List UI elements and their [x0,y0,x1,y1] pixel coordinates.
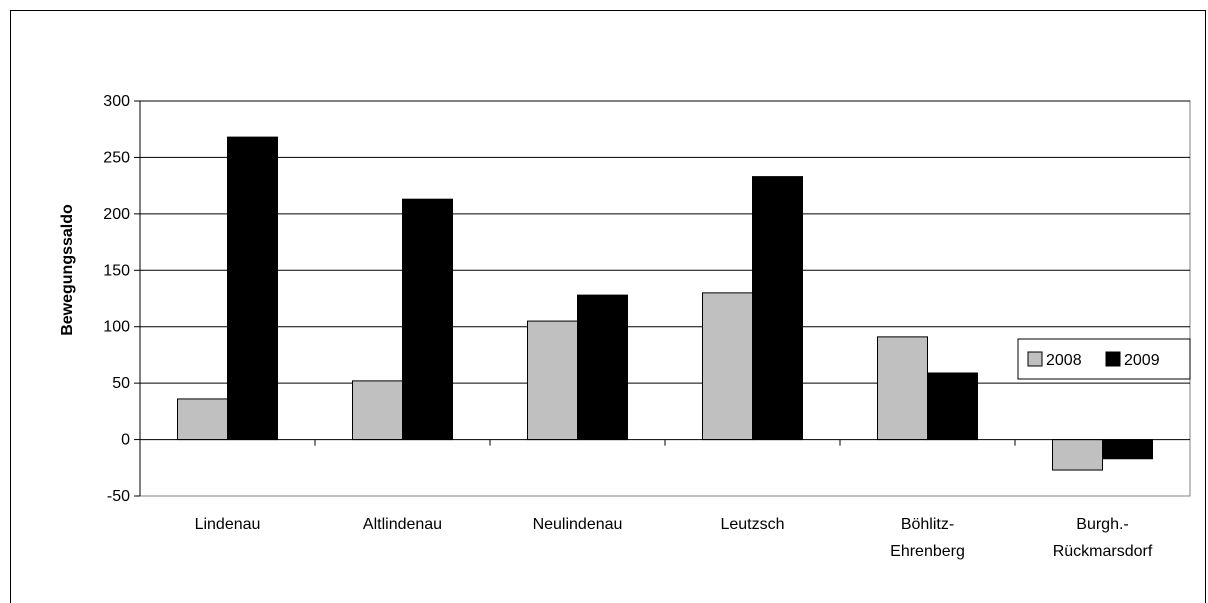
plot-area-border [139,100,1191,497]
x-tick-label: Neulindenau [533,516,623,533]
legend: 2008 2009 [1017,338,1191,380]
x-tick-label: Böhlitz- [901,516,954,533]
bar-2008-2 [527,320,578,441]
x-tick-label: Rückmarsdorf [1053,543,1153,560]
bar-2008-1 [352,380,403,441]
y-axis-title: Bewegungssaldo [59,204,76,336]
bar-2008-4 [877,336,928,441]
y-tick-label: -50 [107,488,130,505]
bar-2008-3 [702,292,753,441]
grid-layer [139,100,1191,497]
legend-box [1017,338,1191,380]
chart-frame [10,10,1206,603]
y-tick-label: 50 [112,375,130,392]
y-tick-label: 250 [103,149,130,166]
x-tick-label: Lindenau [195,516,261,533]
bar-2009-1 [402,198,453,441]
bar-2009-2 [577,294,628,441]
bar-2009-3 [752,176,803,441]
bar-2009-0 [227,136,278,441]
axis-layer: -50 0 50 100 150 200 250 300 Lindenau Altlindenau… [103,93,1190,560]
x-tick-label: Altlindenau [363,516,442,533]
x-tick-label: Leutzsch [720,516,784,533]
bar-2009-4 [927,372,978,441]
bar-2009-5 [1102,439,1153,460]
y-tick-label: 150 [103,262,130,279]
y-tick-label: 300 [103,93,130,110]
y-tick-label: 200 [103,206,130,223]
x-tick-label: Ehrenberg [890,543,965,560]
bar-2008-0 [177,398,228,441]
legend-swatch-2009 [1105,351,1121,367]
bar-2008-5 [1052,439,1103,471]
y-tick-label: 0 [121,432,130,449]
legend-swatch-2008 [1027,351,1043,367]
y-tick-label: 100 [103,319,130,336]
legend-label-2008: 2008 [1046,352,1082,369]
legend-label-2009: 2009 [1124,352,1160,369]
x-tick-label: Burgh.- [1076,516,1128,533]
bar-layer [177,136,1153,471]
